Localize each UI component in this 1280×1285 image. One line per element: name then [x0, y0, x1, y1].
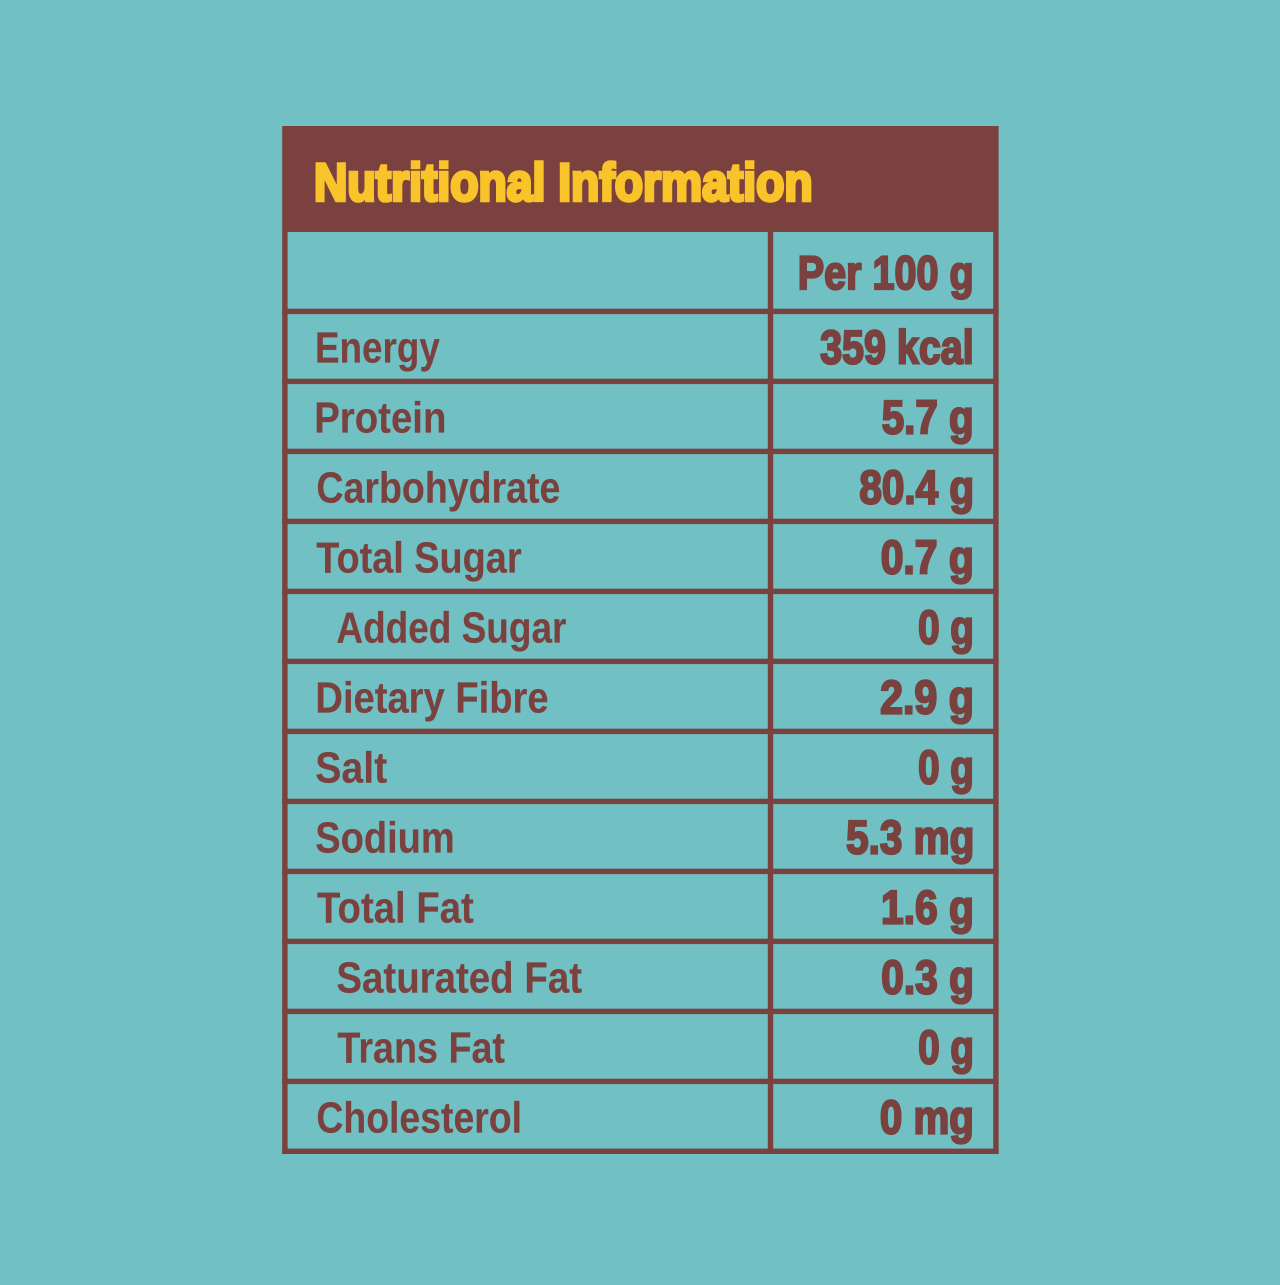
- svg-text:Protein: Protein: [314, 393, 446, 442]
- svg-text:Sodium: Sodium: [315, 813, 455, 862]
- svg-text:Salt: Salt: [315, 743, 387, 792]
- svg-text:Added Sugar: Added Sugar: [336, 603, 566, 652]
- svg-text:2.9 g: 2.9 g: [880, 671, 974, 724]
- svg-text:Cholesterol: Cholesterol: [316, 1093, 522, 1142]
- svg-text:359 kcal: 359 kcal: [820, 321, 974, 374]
- svg-text:Saturated Fat: Saturated Fat: [336, 953, 582, 1002]
- svg-text:Trans Fat: Trans Fat: [337, 1023, 505, 1072]
- svg-text:Per 100 g: Per 100 g: [798, 246, 974, 299]
- svg-text:80.4 g: 80.4 g: [859, 461, 974, 514]
- svg-text:Energy: Energy: [315, 323, 440, 372]
- svg-text:1.6 g: 1.6 g: [881, 881, 974, 934]
- svg-text:0.3 g: 0.3 g: [881, 951, 974, 1004]
- svg-text:Carbohydrate: Carbohydrate: [316, 463, 560, 512]
- svg-text:Total Fat: Total Fat: [317, 883, 474, 932]
- svg-text:0 g: 0 g: [918, 601, 974, 654]
- svg-text:Total Sugar: Total Sugar: [316, 533, 521, 582]
- svg-text:0 mg: 0 mg: [880, 1091, 974, 1144]
- svg-text:Nutritional Information: Nutritional Information: [314, 153, 813, 212]
- svg-text:0 g: 0 g: [918, 1021, 974, 1074]
- svg-text:0.7 g: 0.7 g: [881, 531, 974, 584]
- svg-text:0 g: 0 g: [918, 741, 974, 794]
- svg-text:5.3 mg: 5.3 mg: [846, 811, 974, 864]
- svg-text:5.7 g: 5.7 g: [882, 391, 974, 444]
- svg-text:Dietary Fibre: Dietary Fibre: [315, 673, 548, 722]
